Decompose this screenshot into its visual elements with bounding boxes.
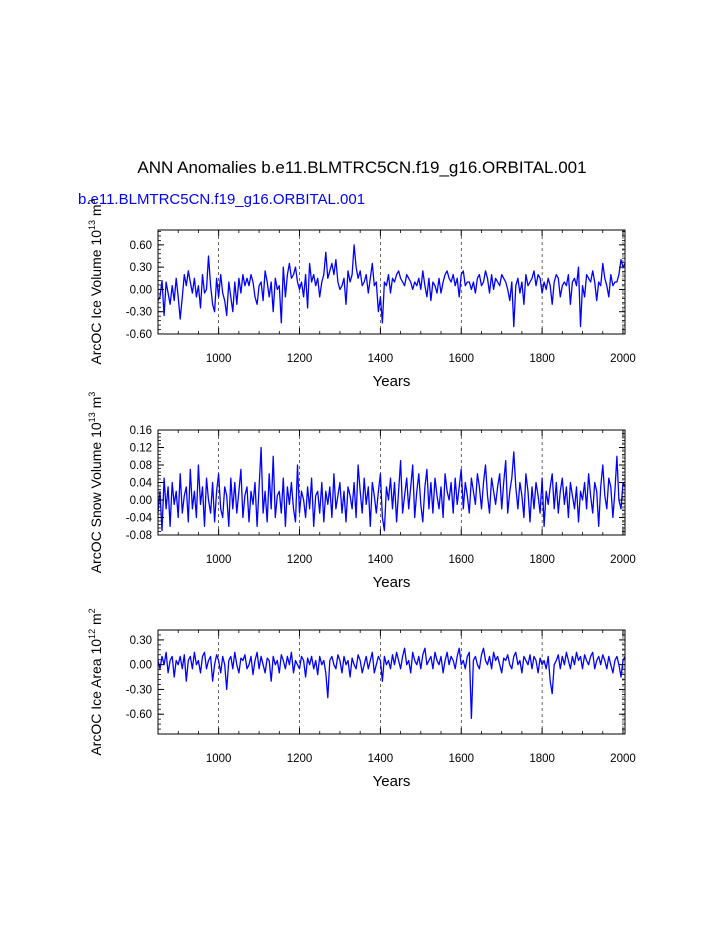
x-tick-label: 1800 <box>529 753 555 765</box>
plot-frame <box>157 629 626 735</box>
x-tick-label: 1200 <box>287 353 313 365</box>
x-tick-label: 1800 <box>529 353 555 365</box>
x-tick-label: 2000 <box>610 554 636 566</box>
y-axis-label-unit-exp: 2 <box>87 608 97 613</box>
y-tick-label: -0.04 <box>126 513 153 525</box>
chart-panel-2: -0.08 -0.04 0.00 0.04 0.08 0.12 0.16 1000 1200 14… <box>87 392 636 591</box>
y-axis-label-unit: m <box>88 613 104 629</box>
chart-panel-3: -0.60 -0.30 0.00 0.30 1000 1200 1400 1600 1800 20… <box>87 608 636 790</box>
x-tick-label: 1400 <box>368 554 394 566</box>
y-axis-label-exp: 12 <box>87 629 97 639</box>
y-tick-label: 0.30 <box>130 635 152 647</box>
y-tick-label: -0.30 <box>126 307 152 319</box>
y-axis-label-exp: 13 <box>87 412 97 422</box>
y-tick-label: -0.60 <box>126 709 152 721</box>
x-tick-label: 1000 <box>206 753 232 765</box>
y-axis-label: ArcOC Ice Area 1012 m2 <box>87 608 104 755</box>
y-axis-label-unit: m <box>88 397 104 413</box>
x-axis-label: Years <box>373 574 411 591</box>
x-tick-label: 2000 <box>610 353 636 365</box>
x-tick-label: 1600 <box>448 554 474 566</box>
y-tick-label: 0.00 <box>130 284 152 296</box>
y-tick-label: 0.08 <box>130 460 152 472</box>
y-tick-label: 0.16 <box>130 425 152 437</box>
x-tick-label: 1200 <box>287 753 313 765</box>
x-tick-label: 2000 <box>610 753 636 765</box>
y-axis-label-text: ArcOC Ice Volume 10 <box>88 230 104 365</box>
series-label: b.e11.BLMTRC5CN.f19_g16.ORBITAL.001 <box>78 191 365 208</box>
x-tick-label: 1000 <box>206 554 232 566</box>
y-axis-label: ArcOC Ice Volume 1013 m3 <box>87 199 104 364</box>
series-line <box>157 244 626 328</box>
chart-panel-1: -0.60 -0.30 0.00 0.30 0.60 1000 1200 1400 1600 18… <box>87 199 636 390</box>
y-axis-label-unit-exp: 3 <box>87 199 97 204</box>
y-tick-label: 0.00 <box>130 660 152 672</box>
y-tick-label: -0.08 <box>126 530 152 542</box>
x-tick-label: 1200 <box>287 554 313 566</box>
y-axis-label-exp: 13 <box>87 220 97 230</box>
plot-frame <box>157 229 626 335</box>
x-tick-label: 1800 <box>529 554 555 566</box>
y-tick-label: -0.30 <box>126 684 152 696</box>
y-axis-label-text: ArcOC Ice Area 10 <box>88 639 104 756</box>
y-axis-label-unit: m <box>88 204 104 220</box>
y-tick-label: 0.60 <box>130 240 152 252</box>
x-axis-label: Years <box>373 373 411 390</box>
series-line <box>157 647 626 719</box>
y-tick-label: 0.00 <box>130 495 152 507</box>
main-title: ANN Anomalies b.e11.BLMTRC5CN.f19_g16.OR… <box>137 158 586 177</box>
x-tick-label: 1600 <box>448 753 474 765</box>
y-tick-label: 0.30 <box>130 262 152 274</box>
series-line <box>157 446 626 532</box>
x-tick-label: 1400 <box>368 753 394 765</box>
y-tick-label: -0.60 <box>126 329 152 341</box>
y-axis-label-text: ArcOC Snow Volume 10 <box>88 422 104 573</box>
y-tick-label: 0.12 <box>130 443 152 455</box>
y-axis-label-unit-exp: 3 <box>87 392 97 397</box>
x-tick-label: 1000 <box>206 353 232 365</box>
y-axis-label: ArcOC Snow Volume 1013 m3 <box>87 392 104 574</box>
x-tick-label: 1400 <box>368 353 394 365</box>
x-tick-label: 1600 <box>448 353 474 365</box>
y-tick-label: 0.04 <box>130 478 153 490</box>
x-axis-label: Years <box>373 773 411 790</box>
